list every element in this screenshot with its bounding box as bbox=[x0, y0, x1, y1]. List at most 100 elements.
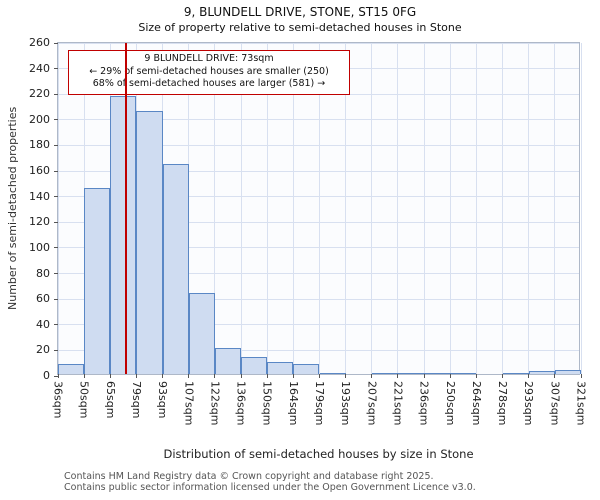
x-tick-mark bbox=[345, 374, 347, 378]
x-tick-label: 36sqm bbox=[51, 381, 65, 419]
histogram-bar bbox=[502, 372, 529, 374]
v-gridline bbox=[371, 43, 373, 374]
annotation-property-line: 9 BLUNDELL DRIVE: 73sqm bbox=[144, 53, 274, 64]
y-tick-label: 100 bbox=[29, 240, 50, 254]
histogram-bar bbox=[293, 363, 320, 374]
v-gridline bbox=[345, 43, 347, 374]
x-tick-mark bbox=[240, 374, 242, 378]
v-gridline bbox=[240, 43, 242, 374]
x-tick-mark bbox=[188, 374, 190, 378]
v-gridline bbox=[423, 43, 425, 374]
histogram-bar bbox=[58, 363, 85, 374]
x-tick-mark bbox=[423, 374, 425, 378]
histogram-bar bbox=[267, 362, 294, 374]
x-tick-label: 264sqm bbox=[469, 381, 483, 426]
chart-subtitle: Size of property relative to semi-detach… bbox=[138, 21, 462, 34]
x-tick-label: 107sqm bbox=[182, 381, 196, 426]
x-tick-label: 150sqm bbox=[260, 381, 274, 426]
property-size-marker-line bbox=[124, 43, 127, 374]
y-tick-mark bbox=[54, 375, 58, 377]
y-tick-mark bbox=[54, 221, 58, 223]
plot-area: 9 BLUNDELL DRIVE: 73sqm ← 29% of semi-de… bbox=[29, 37, 588, 426]
annotation-box: 9 BLUNDELL DRIVE: 73sqm ← 29% of semi-de… bbox=[68, 50, 350, 95]
x-tick-mark bbox=[214, 374, 216, 378]
attribution-footer: Contains HM Land Registry data © Crown c… bbox=[64, 471, 476, 493]
v-gridline bbox=[397, 43, 399, 374]
chart-title: 9, BLUNDELL DRIVE, STONE, ST15 0FG bbox=[183, 5, 417, 19]
x-tick-label: 236sqm bbox=[417, 381, 431, 426]
y-tick-mark bbox=[54, 119, 58, 121]
x-tick-mark bbox=[266, 374, 268, 378]
h-gridline bbox=[58, 196, 579, 198]
y-tick-mark bbox=[54, 68, 58, 70]
x-tick-mark bbox=[135, 374, 137, 378]
h-gridline bbox=[58, 42, 579, 44]
histogram-bar bbox=[162, 163, 189, 374]
histogram-bar bbox=[214, 348, 242, 374]
x-tick-label: 193sqm bbox=[339, 381, 353, 426]
y-tick-mark bbox=[54, 349, 58, 351]
v-gridline bbox=[319, 43, 320, 374]
x-tick-mark bbox=[83, 374, 85, 378]
histogram-bar bbox=[110, 96, 137, 374]
x-tick-mark bbox=[502, 374, 504, 378]
histogram-bar bbox=[319, 372, 346, 374]
y-tick-label: 0 bbox=[43, 369, 50, 382]
y-tick-label: 220 bbox=[29, 87, 50, 101]
h-gridline bbox=[58, 144, 579, 146]
y-tick-label: 140 bbox=[29, 189, 50, 203]
h-gridline bbox=[58, 324, 579, 326]
x-tick-mark bbox=[57, 374, 59, 378]
x-tick-label: 293sqm bbox=[522, 381, 536, 426]
x-tick-mark bbox=[109, 374, 111, 378]
x-tick-mark bbox=[371, 374, 373, 378]
x-tick-label: 221sqm bbox=[391, 381, 405, 426]
x-tick-label: 65sqm bbox=[103, 381, 117, 419]
v-gridline bbox=[449, 43, 451, 374]
x-tick-label: 136sqm bbox=[234, 381, 248, 426]
x-tick-label: 321sqm bbox=[574, 381, 588, 426]
v-gridline bbox=[188, 43, 190, 374]
x-tick-mark bbox=[319, 374, 320, 378]
x-tick-mark bbox=[528, 374, 530, 378]
x-tick-mark bbox=[162, 374, 164, 378]
x-tick-label: 250sqm bbox=[443, 381, 457, 426]
v-gridline bbox=[554, 43, 556, 374]
histogram-bar bbox=[528, 371, 555, 374]
y-tick-label: 240 bbox=[29, 61, 50, 75]
footer-line-1: Contains HM Land Registry data © Crown c… bbox=[64, 471, 434, 482]
x-tick-mark bbox=[580, 374, 582, 378]
x-tick-label: 50sqm bbox=[77, 381, 91, 419]
v-gridline bbox=[580, 43, 582, 374]
histogram-bar bbox=[241, 357, 268, 374]
histogram-bar bbox=[450, 372, 477, 374]
x-tick-label: 278sqm bbox=[496, 381, 510, 426]
y-tick-mark bbox=[54, 144, 58, 146]
y-axis-label: Number of semi-detached properties bbox=[6, 106, 19, 311]
histogram-bar bbox=[397, 372, 425, 374]
y-tick-mark bbox=[54, 93, 58, 95]
y-tick-mark bbox=[54, 170, 58, 172]
y-tick-mark bbox=[54, 196, 58, 198]
v-gridline bbox=[528, 43, 530, 374]
y-tick-label: 260 bbox=[29, 36, 50, 49]
x-tick-label: 164sqm bbox=[286, 381, 300, 426]
x-tick-label: 179sqm bbox=[313, 381, 326, 426]
x-tick-mark bbox=[475, 374, 477, 378]
x-tick-label: 307sqm bbox=[548, 381, 562, 426]
histogram-bar bbox=[554, 370, 581, 374]
y-tick-label: 60 bbox=[36, 292, 50, 306]
x-axis-label: Distribution of semi-detached houses by … bbox=[163, 447, 474, 461]
y-tick-label: 80 bbox=[36, 266, 50, 280]
y-tick-label: 160 bbox=[29, 164, 50, 178]
y-tick-mark bbox=[54, 298, 58, 300]
h-gridline bbox=[58, 170, 579, 172]
x-tick-label: 93sqm bbox=[156, 381, 170, 419]
y-tick-mark bbox=[54, 324, 58, 326]
y-tick-mark bbox=[54, 42, 58, 44]
y-tick-mark bbox=[54, 247, 58, 249]
y-tick-label: 180 bbox=[29, 138, 50, 152]
histogram-bar bbox=[84, 188, 111, 374]
v-gridline bbox=[214, 43, 216, 374]
